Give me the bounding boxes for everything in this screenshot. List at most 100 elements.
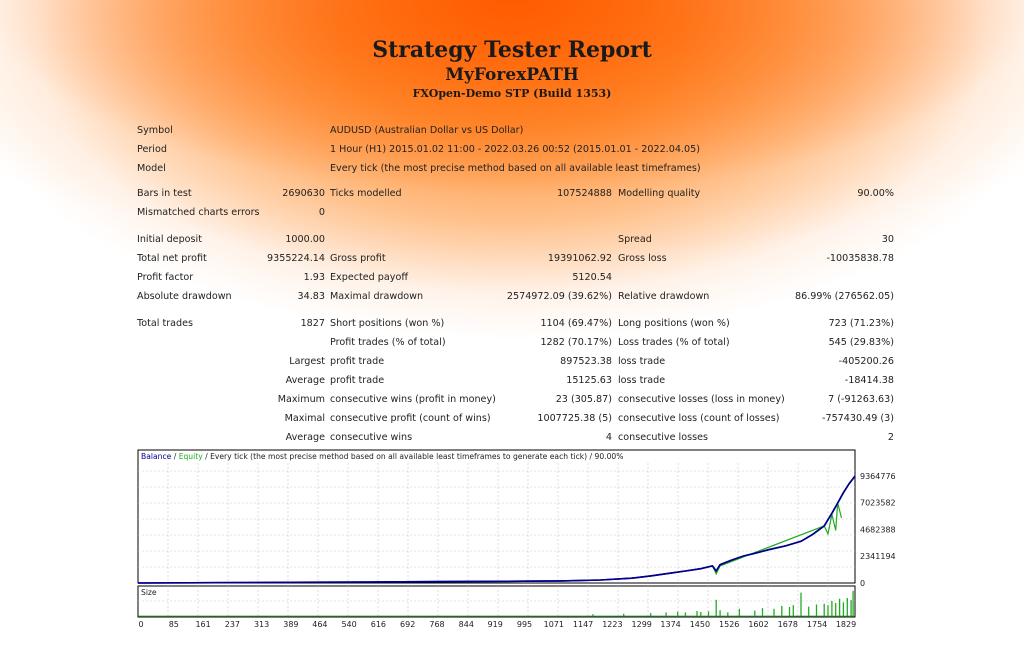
stat-value: Largest [289, 356, 325, 367]
legend-description: / Every tick (the most precise method ba… [203, 452, 624, 461]
y-tick-label: 2341194 [860, 552, 896, 561]
stat-label: consecutive profit (count of wins) [330, 413, 491, 424]
x-tick-label: 692 [400, 620, 415, 629]
stat-label: Mismatched charts errors [137, 207, 260, 218]
stat-value: 5120.54 [572, 272, 612, 283]
y-tick-label: 9364776 [860, 472, 896, 481]
report-title: Strategy Tester Report [372, 37, 652, 63]
plot-frame [137, 449, 856, 584]
y-tick-label: 7023582 [860, 499, 896, 508]
stat-value: 2 [887, 432, 894, 443]
stat-label: Short positions (won %) [330, 318, 445, 329]
stat-label: profit trade [330, 356, 385, 367]
stat-label: consecutive losses (loss in money) [618, 394, 785, 405]
x-tick-label: 1299 [632, 620, 652, 629]
stat-label: Gross profit [330, 253, 386, 264]
x-tick-label: 1678 [778, 620, 798, 629]
stat-value: 723 (71.23%) [828, 318, 894, 329]
stat-label: Total trades [137, 318, 194, 329]
stat-label: Relative drawdown [618, 291, 710, 302]
stat-value: 1000.00 [285, 234, 325, 245]
stat-value: 19391062.92 [547, 253, 612, 264]
x-tick-label: 995 [517, 620, 532, 629]
stat-value: 545 (29.83%) [828, 337, 894, 348]
stat-value: 30 [881, 234, 894, 245]
stat-value: -18414.38 [844, 375, 894, 386]
stat-label: loss trade [618, 356, 666, 367]
x-tick-label: 540 [341, 620, 356, 629]
stat-label: Ticks modelled [330, 188, 402, 199]
x-tick-label: 1829 [836, 620, 856, 629]
stat-value: 107524888 [557, 188, 612, 199]
x-tick-label: 464 [312, 620, 327, 629]
x-tick-label: 1526 [719, 620, 739, 629]
stat-label: Expected payoff [330, 272, 408, 283]
stat-label: Gross loss [618, 253, 667, 264]
stat-value: 90.00% [857, 188, 894, 199]
y-tick-label: 4682388 [860, 526, 896, 535]
stat-value: -757430.49 (3) [822, 413, 894, 424]
stat-label: Loss trades (% of total) [618, 337, 730, 348]
info-label: Period [137, 144, 167, 155]
stat-value: 2690630 [282, 188, 325, 199]
x-tick-label: 844 [459, 620, 474, 629]
stat-value: 897523.38 [560, 356, 612, 367]
x-tick-label: 0 [138, 620, 143, 629]
info-label: Model [137, 163, 166, 174]
x-tick-label: 161 [195, 620, 210, 629]
stat-label: Modelling quality [618, 188, 701, 199]
equity-line [711, 502, 843, 576]
stat-value: 0 [318, 207, 325, 218]
stat-label: Profit trades (% of total) [330, 337, 446, 348]
balance-line-top [137, 475, 856, 584]
stat-value: 86.99% (276562.05) [795, 291, 894, 302]
x-tick-label: 1754 [807, 620, 827, 629]
stat-label: consecutive loss (count of losses) [618, 413, 780, 424]
stat-label: Absolute drawdown [137, 291, 232, 302]
x-tick-label: 389 [283, 620, 298, 629]
x-tick-label: 1223 [602, 620, 622, 629]
stat-value: -10035838.78 [826, 253, 894, 264]
x-tick-label: 313 [254, 620, 269, 629]
info-value: AUDUSD (Australian Dollar vs US Dollar) [330, 125, 524, 136]
x-tick-label: 1450 [690, 620, 710, 629]
legend-equity: Equity [179, 452, 204, 461]
size-label: Size [141, 588, 157, 597]
stat-label: consecutive wins (profit in money) [330, 394, 496, 405]
stat-value: Maximum [277, 394, 325, 405]
stat-value: 1282 (70.17%) [540, 337, 612, 348]
x-tick-label: 1147 [573, 620, 593, 629]
stat-value: 9355224.14 [267, 253, 325, 264]
stat-label: Profit factor [137, 272, 194, 283]
info-value: 1 Hour (H1) 2015.01.02 11:00 - 2022.03.2… [330, 144, 700, 155]
server-build: FXOpen-Demo STP (Build 1353) [412, 87, 612, 100]
size-frame [137, 585, 856, 618]
stat-value: Average [285, 432, 325, 443]
x-tick-label: 919 [488, 620, 503, 629]
stat-value: Maximal [284, 413, 325, 424]
stat-label: profit trade [330, 375, 385, 386]
stat-label: consecutive wins [330, 432, 413, 443]
legend-balance: Balance [141, 452, 172, 461]
stat-value: 15125.63 [566, 375, 612, 386]
report-subtitle: MyForexPATH [445, 65, 579, 85]
stat-label: Bars in test [137, 188, 192, 199]
stat-value: 1007725.38 (5) [537, 413, 612, 424]
stat-value: 1827 [300, 318, 325, 329]
stat-value: 1.93 [303, 272, 325, 283]
x-tick-label: 768 [429, 620, 444, 629]
stat-label: Maximal drawdown [330, 291, 424, 302]
stat-label: Spread [618, 234, 652, 245]
x-tick-label: 1602 [748, 620, 768, 629]
stat-label: loss trade [618, 375, 666, 386]
stat-value: 7 (-91263.63) [828, 394, 894, 405]
stat-label: Total net profit [137, 253, 207, 264]
stat-value: 34.83 [297, 291, 325, 302]
stat-value: Average [285, 375, 325, 386]
stat-value: 2574972.09 (39.62%) [506, 291, 612, 302]
stat-value: 23 (305.87) [555, 394, 612, 405]
x-tick-label: 237 [225, 620, 240, 629]
balance-chart: Balance / Equity / Every tick (the most … [137, 449, 897, 631]
legend-separator: / [171, 452, 178, 461]
chart-legend: Balance / Equity / Every tick (the most … [141, 452, 623, 461]
